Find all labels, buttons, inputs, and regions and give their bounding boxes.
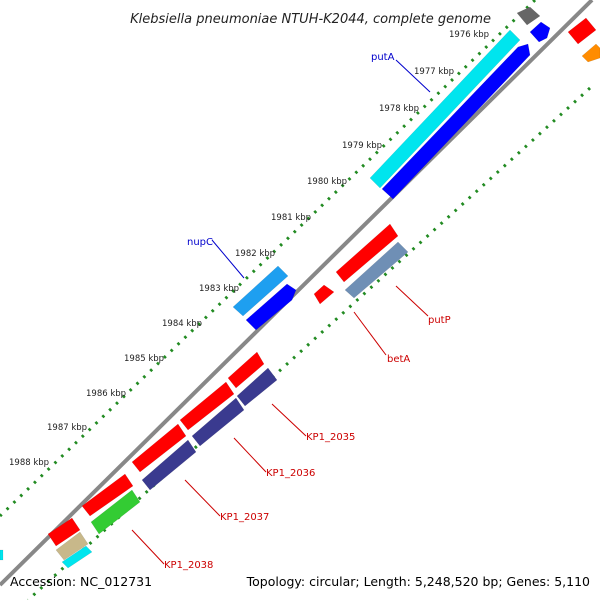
gene-label-beta: betA — [387, 354, 410, 365]
gene-red-2036 — [131, 423, 187, 473]
tick-label: 1982 kbp — [235, 249, 275, 259]
gene-green-2037 — [90, 489, 141, 535]
gene-puta-cyan — [369, 29, 521, 189]
gene-navy-2036b — [141, 439, 197, 491]
gene-blue-small — [529, 21, 551, 43]
tick-label: 1986 kbp — [86, 389, 126, 399]
gene-red-right-top — [567, 17, 597, 45]
connector-2038 — [131, 529, 165, 565]
gene-nupc-skyblue — [232, 265, 289, 317]
inner-dot-line — [26, 86, 592, 600]
gene-label-puta: putA — [371, 52, 395, 63]
tick-label: 1985 kbp — [124, 354, 164, 364]
gene-cyan-edge — [0, 549, 4, 561]
connector-2035 — [271, 403, 307, 437]
tick-label: 1987 kbp — [47, 423, 87, 433]
gene-labels: putA nupC putP betA KP1_2035 KP1_2036 KP… — [164, 52, 451, 571]
gene-label-kp1-2035: KP1_2035 — [306, 432, 355, 443]
tick-label: 1988 kbp — [9, 458, 49, 468]
gene-red-2037 — [81, 473, 134, 517]
tick-label: 1977 kbp — [414, 67, 454, 77]
label-connectors — [131, 59, 431, 565]
tick-label: 1983 kbp — [199, 284, 239, 294]
gene-features — [47, 6, 600, 569]
tick-dots-outer — [0, 0, 537, 518]
gene-red-2035b — [179, 381, 235, 431]
connector-2037 — [184, 479, 221, 517]
genome-backbone — [0, 0, 594, 587]
gene-orange-right — [581, 43, 600, 63]
gene-khaki-2038 — [55, 531, 89, 561]
gene-label-putp: putP — [428, 315, 451, 326]
tick-labels: 1976 kbp 1977 kbp 1978 kbp 1979 kbp 1980… — [9, 30, 489, 468]
connector-puta — [395, 59, 431, 93]
gene-nupc-blue — [245, 283, 297, 331]
gene-red-2038 — [47, 517, 81, 547]
tick-label: 1981 kbp — [271, 213, 311, 223]
tick-label: 1980 kbp — [307, 177, 347, 187]
gene-red-2035a — [227, 351, 265, 389]
tick-dots-inner — [26, 86, 592, 600]
connector-2036 — [233, 437, 267, 473]
gene-navy-2036a — [191, 397, 245, 447]
outer-dot-line — [0, 0, 537, 518]
gene-puta-red-right — [335, 223, 399, 283]
gene-gray — [516, 6, 541, 26]
connector-beta — [353, 311, 387, 356]
connector-nupc — [211, 239, 245, 279]
connector-putp — [395, 285, 429, 317]
accession-text: Accession: NC_012731 — [10, 574, 152, 589]
gene-cyan-2038 — [61, 545, 93, 569]
map-title: Klebsiella pneumoniae NTUH-K2044, comple… — [130, 12, 491, 27]
tick-label: 1978 kbp — [379, 104, 419, 114]
tick-label: 1984 kbp — [162, 319, 202, 329]
tick-label: 1979 kbp — [342, 141, 382, 151]
gene-navy-2035 — [236, 367, 278, 407]
gene-red-small-beta — [313, 284, 335, 305]
gene-label-kp1-2036: KP1_2036 — [266, 468, 315, 479]
gene-puta-blue — [381, 43, 531, 200]
gene-label-nupc: nupC — [187, 237, 213, 248]
gene-label-kp1-2037: KP1_2037 — [220, 512, 269, 523]
gene-steel-putp — [344, 241, 409, 299]
gene-label-kp1-2038: KP1_2038 — [164, 560, 213, 571]
tick-label: 1976 kbp — [449, 30, 489, 40]
topology-text: Topology: circular; Length: 5,248,520 bp… — [246, 574, 590, 589]
